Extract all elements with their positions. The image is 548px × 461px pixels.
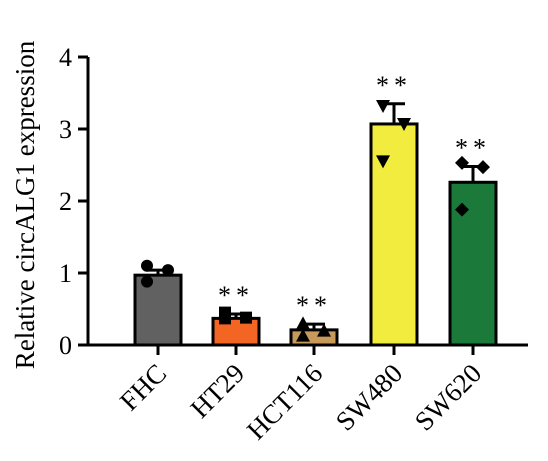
y-ticks: 0 1 2 3 4 [59, 43, 88, 360]
data-point [240, 311, 252, 324]
x-tick-label: SW620 [409, 358, 487, 436]
data-point [476, 160, 490, 175]
data-point [141, 275, 153, 288]
y-axis-label: Relative circALG1 expression [10, 40, 40, 369]
y-tick-label: 3 [59, 115, 72, 144]
x-tick-label: HCT116 [241, 358, 328, 445]
bar [448, 180, 498, 347]
x-tick-label: HT29 [184, 358, 250, 424]
data-point [455, 202, 469, 217]
significance-markers: ** ** ** ** [218, 71, 491, 320]
data-point [162, 264, 174, 277]
data-point [296, 328, 310, 342]
data-points [141, 99, 490, 342]
data-point [376, 155, 390, 169]
data-point [317, 323, 331, 337]
data-point [376, 99, 390, 113]
y-tick-label: 0 [59, 331, 72, 360]
significance-label: ** [218, 281, 254, 310]
y-tick-label: 2 [59, 187, 72, 216]
bar [289, 328, 339, 347]
data-point [219, 312, 231, 325]
data-point [455, 155, 469, 170]
data-point [296, 316, 310, 330]
y-tick-label: 4 [59, 43, 72, 72]
x-tick-label: SW480 [330, 358, 408, 436]
significance-label: ** [296, 291, 332, 320]
data-point [141, 259, 153, 272]
x-tick-label: FHC [114, 358, 172, 416]
y-tick-label: 1 [59, 259, 72, 288]
data-point [397, 117, 411, 131]
bar [133, 273, 183, 347]
significance-label: ** [455, 133, 491, 162]
significance-label: ** [376, 71, 412, 100]
